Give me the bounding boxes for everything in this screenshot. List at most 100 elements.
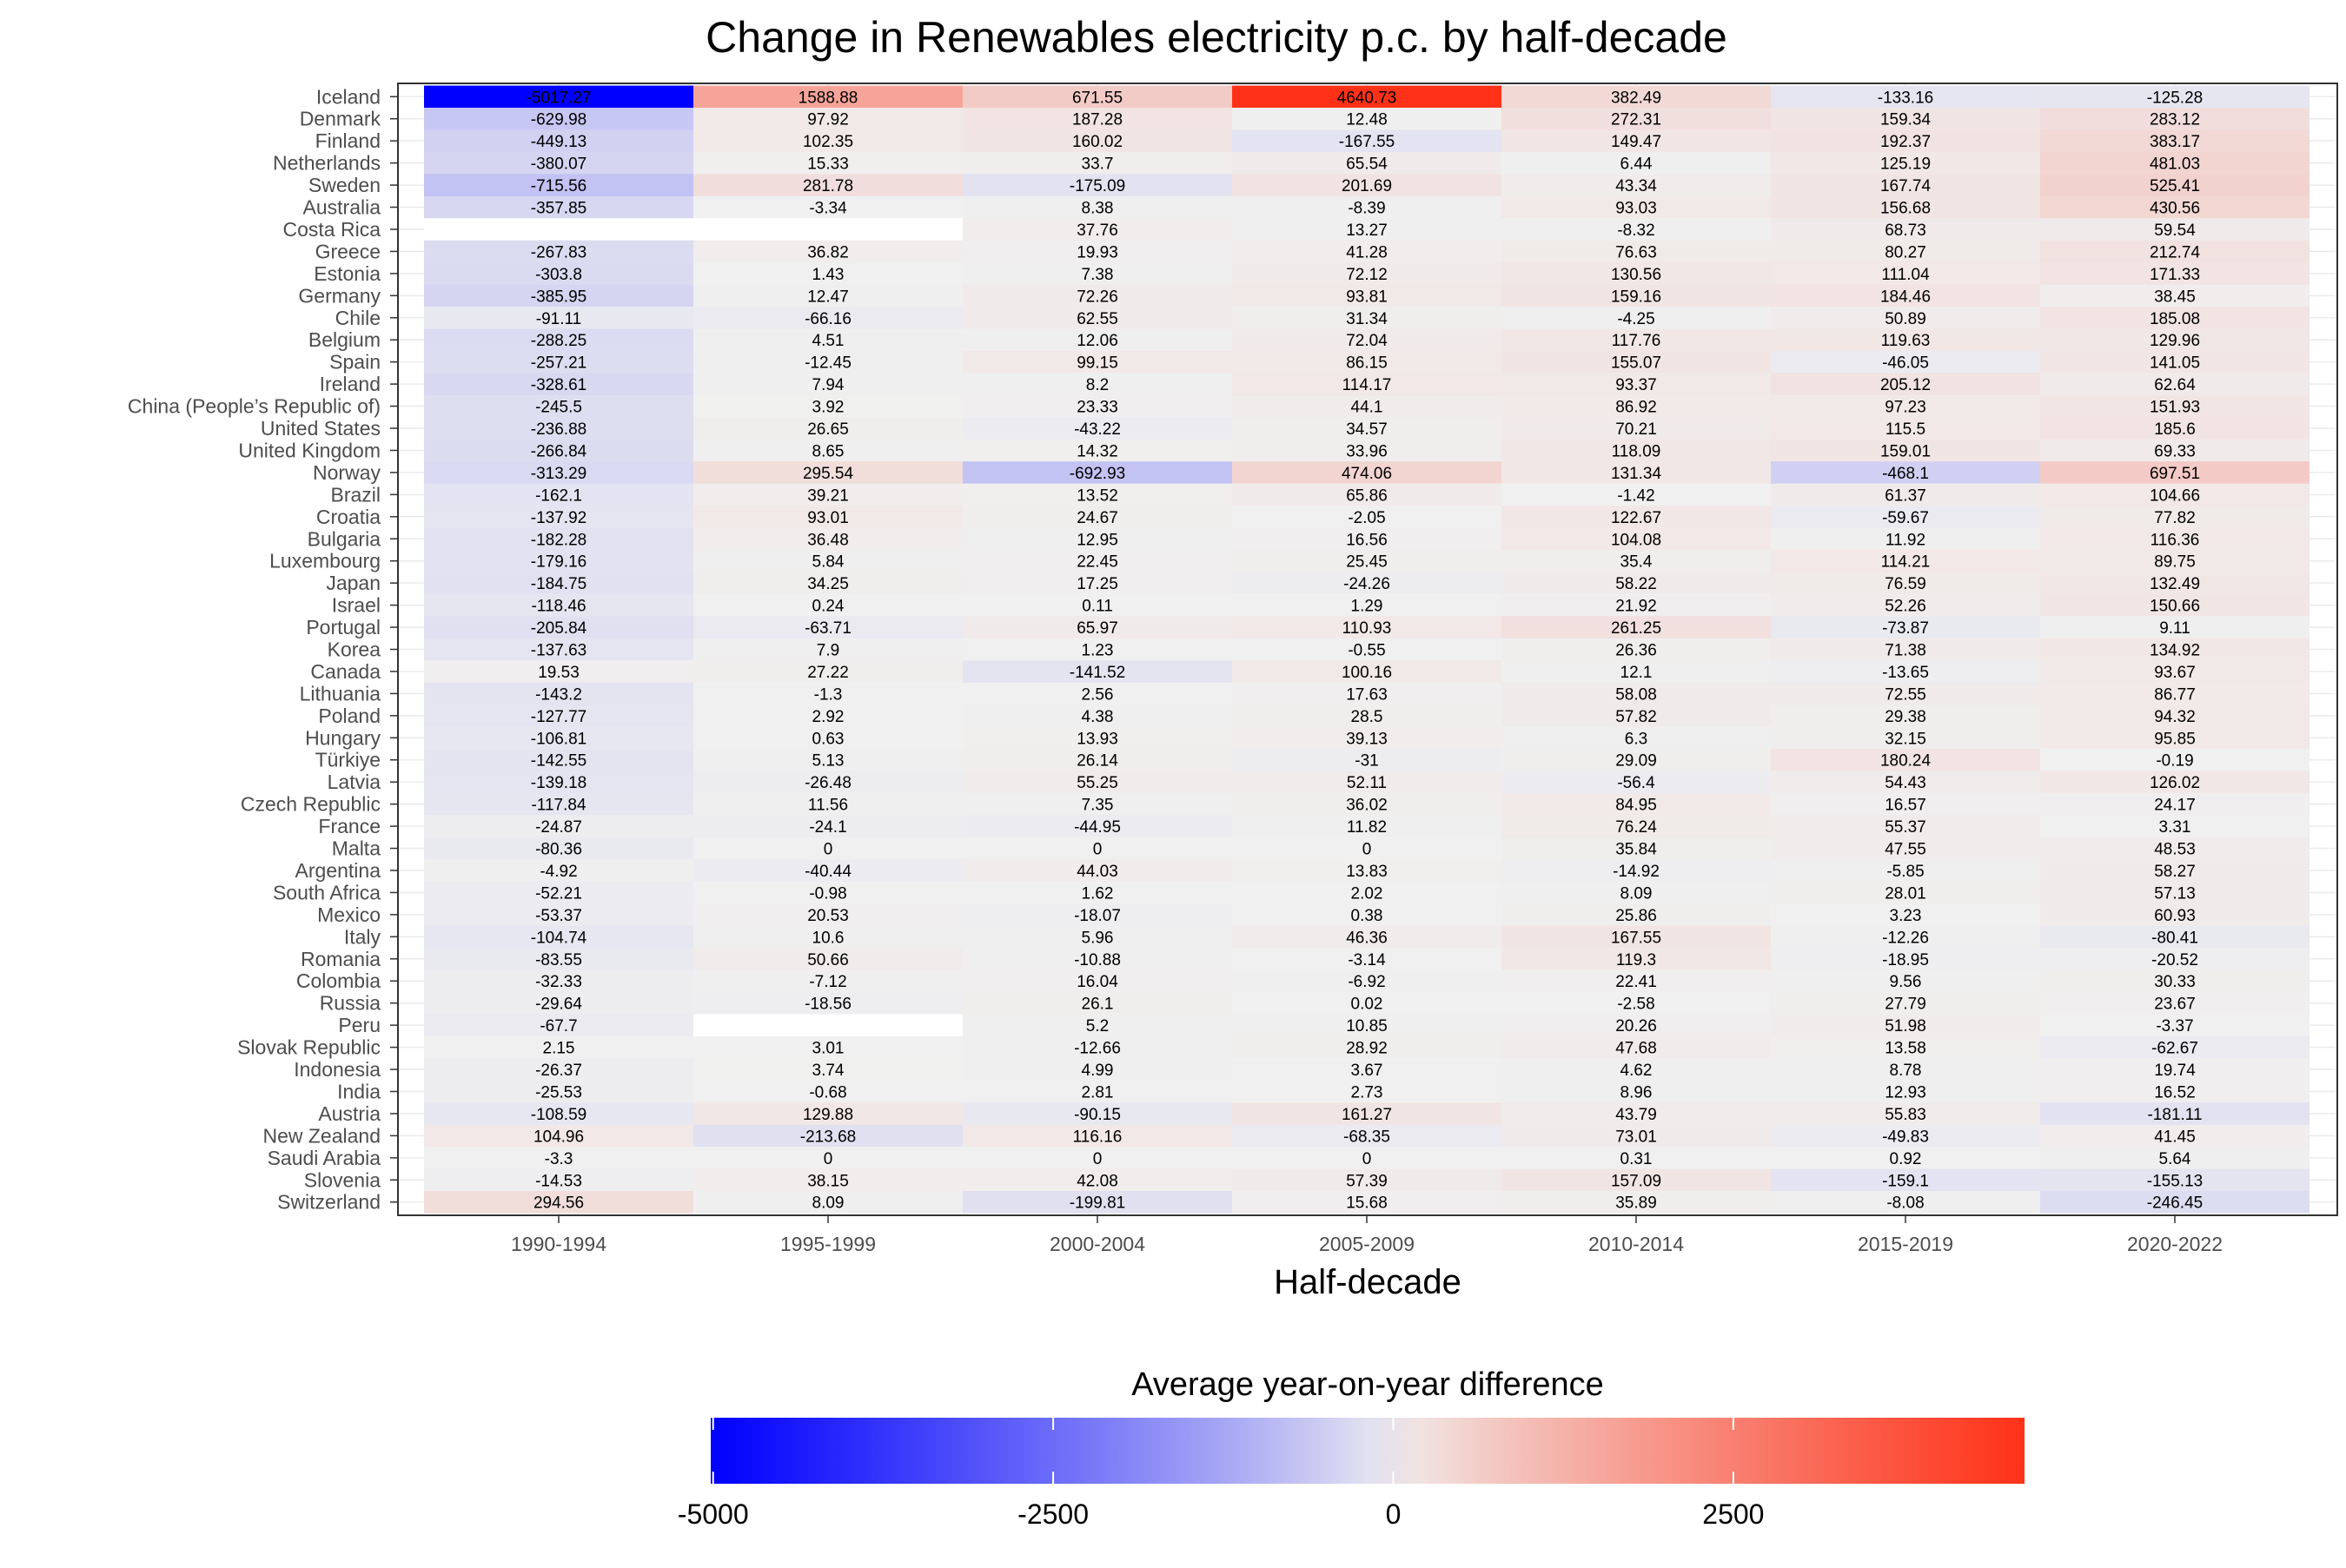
cell-value-label: -385.95 [531, 288, 586, 306]
cell-labels: -5017.27 1588.88 671.55 4640.73 382.49 -133.1… [526, 89, 2203, 1212]
heatmap-cell [1771, 549, 2040, 572]
cell-value-label: 73.01 [1615, 1128, 1657, 1146]
heatmap-cell [424, 1058, 693, 1082]
cell-value-label: 14.32 [1077, 442, 1118, 460]
heatmap-cell [1771, 151, 2040, 175]
y-tick-label: Lithuania [300, 682, 381, 705]
heatmap-cell [2040, 1014, 2310, 1037]
heatmap-cell [1771, 859, 2040, 883]
cell-value-label: 32.15 [1885, 730, 1926, 748]
heatmap-cell [1501, 218, 1771, 241]
heatmap-cell [2040, 174, 2310, 197]
cell-value-label: -3.14 [1348, 951, 1386, 969]
heatmap-cell [693, 815, 963, 838]
cell-value-label: 57.82 [1615, 708, 1657, 726]
heatmap-cell [1501, 506, 1771, 528]
heatmap-cell [693, 174, 963, 197]
cell-value-label: 150.66 [2150, 598, 2200, 616]
y-tick-label: Norway [313, 461, 381, 484]
cell-value-label: 16.56 [1346, 531, 1388, 549]
heatmap-cell [424, 682, 693, 705]
cell-value-label: -59.67 [1882, 509, 1929, 527]
heatmap-cell [1232, 373, 1501, 396]
cell-value-label: -62.67 [2151, 1040, 2198, 1058]
heatmap-cell [1771, 328, 2040, 352]
cell-value-label: 0 [1362, 841, 1372, 859]
cell-value-label: 28.01 [1885, 884, 1926, 903]
heatmap-cell [1232, 792, 1501, 816]
cell-value-label: 130.56 [1611, 266, 1661, 284]
cell-value-label: 151.93 [2150, 399, 2200, 417]
cell-value-label: -155.13 [2147, 1172, 2203, 1190]
heatmap-cell [963, 749, 1232, 771]
heatmap-cell [1501, 1080, 1771, 1103]
heatmap-cell [424, 948, 693, 970]
y-tick-label: Germany [298, 284, 381, 307]
heatmap-cell [1771, 506, 2040, 528]
heatmap-cell [424, 350, 693, 374]
y-tick-label: Malta [332, 837, 381, 860]
cell-value-label: 16.57 [1885, 797, 1926, 815]
cell-value-label: -137.92 [531, 509, 586, 527]
heatmap-cell [1232, 1035, 1501, 1059]
cell-value-label: 48.53 [2154, 841, 2196, 859]
heatmap-cell [1501, 969, 1771, 993]
heatmap-cell [1771, 373, 2040, 396]
cell-value-label: -141.52 [1070, 664, 1125, 682]
cell-value-label: 38.15 [807, 1172, 849, 1190]
heatmap-cell [1501, 129, 1771, 153]
heatmap-cell [963, 1035, 1232, 1059]
cell-value-label: 43.79 [1615, 1106, 1657, 1124]
cell-value-label: 129.96 [2150, 332, 2200, 350]
cell-value-label: 58.22 [1615, 575, 1657, 593]
cell-value-label: 3.31 [2159, 818, 2191, 837]
heatmap-cell [963, 1168, 1232, 1192]
cell-value-label: 59.54 [2154, 222, 2196, 240]
y-tick-label: Iceland [316, 85, 381, 108]
y-tick-label: Estonia [314, 262, 381, 285]
cell-value-label: 180.24 [1880, 752, 1932, 771]
heatmap-cell [693, 373, 963, 396]
y-tick-label: Japan [326, 572, 381, 594]
heatmap-cell [1501, 682, 1771, 705]
heatmap-cell [1501, 195, 1771, 219]
cell-value-label: -125.28 [2147, 89, 2203, 107]
heatmap-cell [424, 527, 693, 551]
heatmap-cell [424, 549, 693, 572]
cell-value-label: 19.53 [538, 664, 580, 682]
heatmap-cell [2040, 969, 2310, 993]
cell-value-label: -3.34 [809, 200, 847, 218]
cell-value-label: 7.38 [1082, 266, 1114, 284]
y-tick-label: Indonesia [294, 1058, 381, 1081]
heatmap-cell [1771, 1080, 2040, 1103]
cell-value-label: 27.79 [1885, 996, 1926, 1014]
heatmap-cell [1232, 991, 1501, 1015]
cell-value-label: 24.17 [2154, 797, 2196, 815]
heatmap-cell [963, 705, 1232, 727]
heatmap-cell [1232, 616, 1501, 639]
cell-value-label: 134.92 [2150, 642, 2200, 660]
cell-value-label: -380.07 [531, 155, 586, 174]
cell-value-label: 72.12 [1346, 266, 1388, 284]
cell-value-label: 44.1 [1351, 399, 1383, 417]
heatmap-cell [424, 151, 693, 175]
cell-value-label: 95.85 [2154, 730, 2196, 748]
heatmap-cell [963, 660, 1232, 684]
cell-value-label: 54.43 [1885, 774, 1926, 792]
heatmap-cell [1232, 394, 1501, 418]
cell-value-label: 23.67 [2154, 996, 2196, 1014]
cell-value-label: -6.92 [1348, 973, 1385, 991]
cell-value-label: 55.83 [1885, 1106, 1926, 1124]
heatmap-cell [424, 1080, 693, 1103]
heatmap-cell [963, 837, 1232, 860]
cell-value-label: 25.86 [1615, 907, 1657, 925]
cell-value-label: 36.02 [1346, 797, 1388, 815]
cell-value-label: 34.25 [807, 575, 849, 593]
cell-value-label: 47.55 [1885, 841, 1926, 859]
cell-value-label: 125.19 [1880, 155, 1931, 174]
cell-value-label: 9.56 [1890, 973, 1922, 991]
cell-value-label: 0.24 [812, 598, 845, 616]
cell-value-label: 102.35 [803, 133, 853, 151]
cell-value-label: 104.08 [1611, 531, 1661, 549]
cell-value-label: -137.63 [531, 642, 586, 660]
